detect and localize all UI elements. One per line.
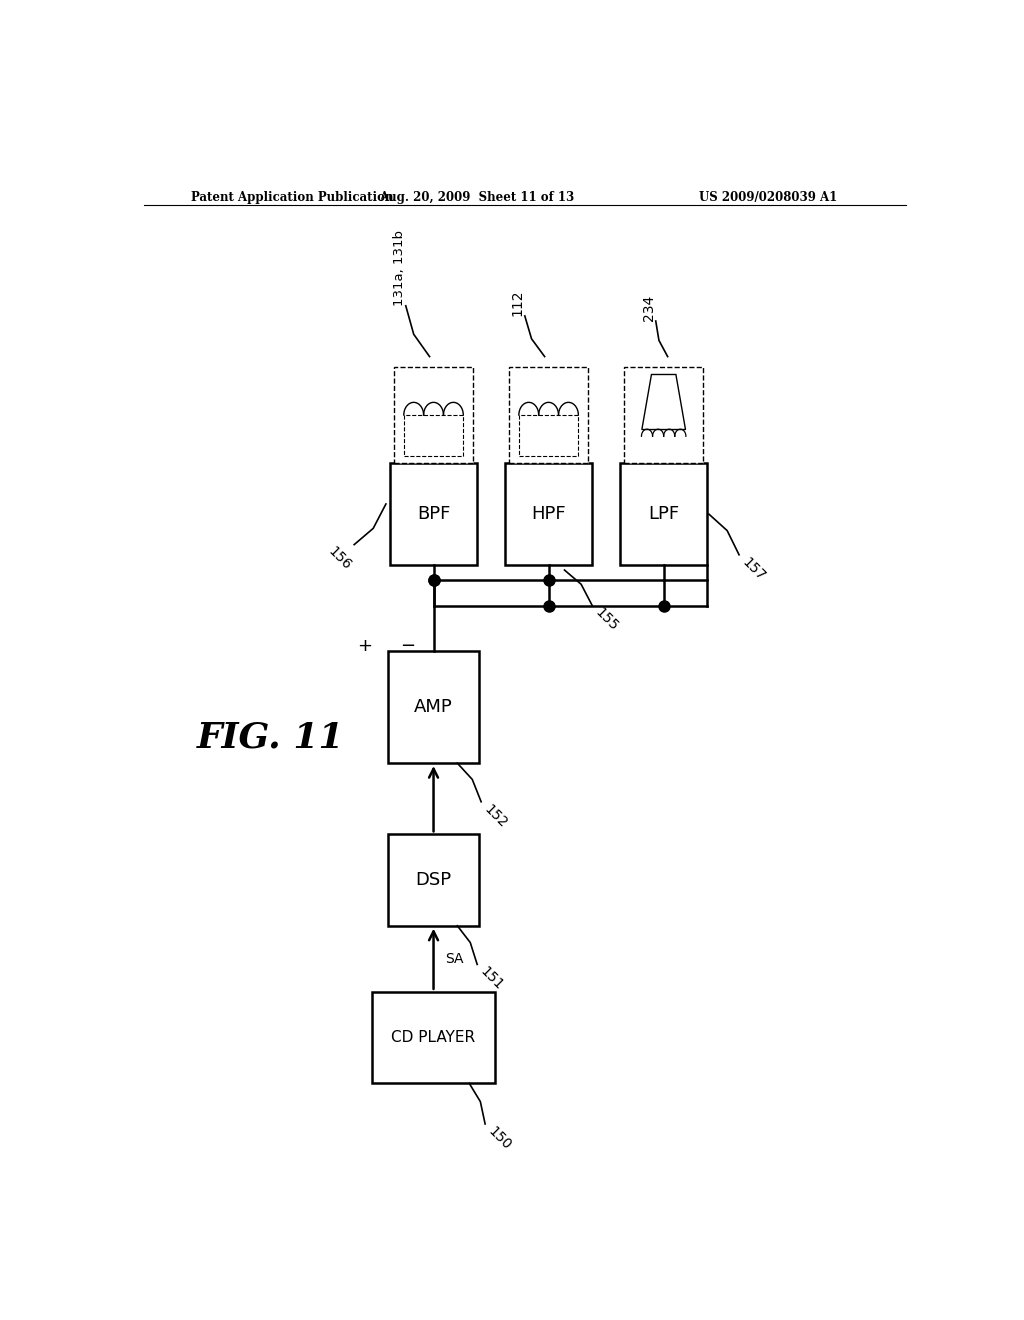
Text: −: − — [399, 638, 415, 655]
Bar — [519, 414, 579, 455]
Text: AMP: AMP — [414, 698, 453, 717]
Bar — [624, 367, 703, 463]
Text: FIG. 11: FIG. 11 — [197, 721, 345, 755]
Bar — [509, 367, 589, 463]
Polygon shape — [642, 375, 685, 429]
Bar — [372, 991, 495, 1084]
Text: 151: 151 — [477, 965, 506, 993]
Text: BPF: BPF — [417, 506, 451, 523]
Text: 234: 234 — [642, 294, 655, 321]
Text: 157: 157 — [739, 554, 768, 583]
Bar — [394, 367, 473, 463]
Text: 150: 150 — [485, 1125, 514, 1152]
Bar — [388, 834, 479, 925]
Bar — [388, 651, 479, 763]
Text: +: + — [357, 638, 372, 655]
Text: LPF: LPF — [648, 506, 679, 523]
Text: 112: 112 — [511, 289, 524, 315]
Text: Aug. 20, 2009  Sheet 11 of 13: Aug. 20, 2009 Sheet 11 of 13 — [380, 191, 574, 203]
Text: 152: 152 — [481, 801, 510, 830]
Bar — [390, 463, 477, 565]
Text: 131a, 131b: 131a, 131b — [393, 230, 406, 306]
Text: HPF: HPF — [531, 506, 566, 523]
Text: 155: 155 — [592, 606, 621, 634]
Text: DSP: DSP — [416, 871, 452, 890]
Text: Patent Application Publication: Patent Application Publication — [191, 191, 394, 203]
Bar — [403, 414, 463, 455]
Text: US 2009/0208039 A1: US 2009/0208039 A1 — [699, 191, 838, 203]
Text: CD PLAYER: CD PLAYER — [391, 1030, 475, 1045]
Text: 156: 156 — [326, 545, 354, 573]
Bar — [505, 463, 592, 565]
Text: SA: SA — [445, 952, 464, 966]
Bar — [620, 463, 708, 565]
